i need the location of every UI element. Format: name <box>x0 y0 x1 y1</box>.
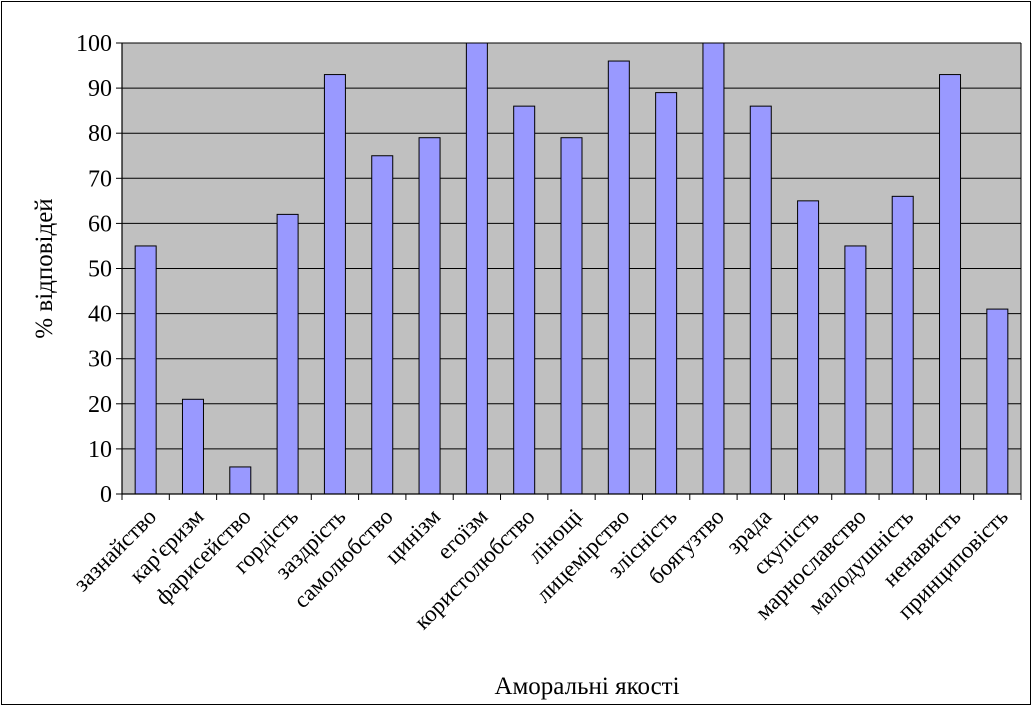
y-tick-label: 100 <box>76 31 112 57</box>
bars <box>134 42 1009 495</box>
axes <box>116 42 1022 500</box>
bar <box>181 398 204 495</box>
y-tick-label: 0 <box>100 482 112 508</box>
bar <box>371 155 394 495</box>
y-tick-label: 40 <box>88 302 112 328</box>
bar <box>939 74 962 495</box>
bar <box>513 105 536 495</box>
y-tick-label: 50 <box>88 257 112 283</box>
y-tick-label: 10 <box>88 437 112 463</box>
bar <box>702 42 725 495</box>
bar <box>276 213 299 495</box>
y-tick-labels: 0 10 20 30 40 50 60 70 80 90 100 <box>76 31 112 508</box>
bar <box>749 105 772 495</box>
y-tick-label: 70 <box>88 166 112 192</box>
bar <box>134 245 157 495</box>
bar <box>844 245 867 495</box>
bar <box>607 60 630 495</box>
bar <box>323 74 346 495</box>
y-axis-title: % відповідей <box>31 198 58 338</box>
y-tick-label: 30 <box>88 347 112 373</box>
bar <box>986 308 1009 495</box>
bar <box>229 466 252 495</box>
x-tick-label: цинізм <box>380 504 445 569</box>
bar <box>418 137 441 495</box>
y-tick-label: 20 <box>88 392 112 418</box>
bar <box>655 92 678 495</box>
bar <box>797 200 820 495</box>
y-tick-label: 90 <box>88 76 112 102</box>
bar <box>560 137 583 495</box>
x-axis-title: Аморальні якості <box>494 673 679 700</box>
x-tick-labels: зазнайствокар'єризмфарисействогордістьза… <box>69 504 1013 635</box>
y-tick-label: 60 <box>88 211 112 237</box>
bar <box>891 195 914 495</box>
y-tick-label: 80 <box>88 121 112 147</box>
bar <box>465 42 488 495</box>
